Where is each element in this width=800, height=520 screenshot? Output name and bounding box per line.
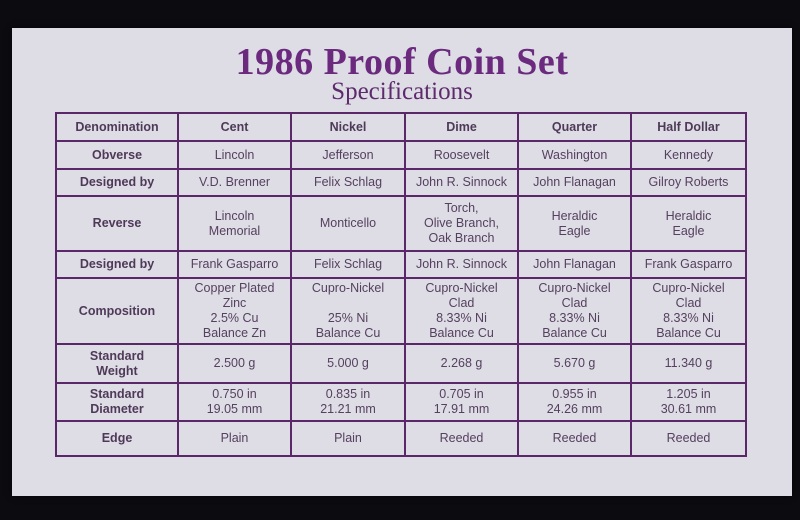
- row-label: Standard Diameter: [55, 382, 179, 422]
- table-cell: Jefferson: [290, 140, 406, 170]
- table-cell: 1.205 in 30.61 mm: [630, 382, 747, 422]
- table-cell: 0.955 in 24.26 mm: [517, 382, 632, 422]
- table-cell: 0.750 in 19.05 mm: [177, 382, 292, 422]
- column-header: Half Dollar: [630, 112, 747, 142]
- row-label: Designed by: [55, 250, 179, 279]
- table-cell: Cupro-Nickel Clad 8.33% Ni Balance Cu: [404, 277, 519, 345]
- table-cell: Frank Gasparro: [177, 250, 292, 279]
- table-cell: Torch, Olive Branch, Oak Branch: [404, 195, 519, 252]
- table-cell: Plain: [290, 420, 406, 457]
- table-cell: John R. Sinnock: [404, 250, 519, 279]
- table-row: Designed by Frank Gasparro Felix Schlag Joh…: [55, 250, 747, 279]
- table-cell: 5.000 g: [290, 343, 406, 384]
- table-cell: Copper Plated Zinc 2.5% Cu Balance Zn: [177, 277, 292, 345]
- table-cell: Plain: [177, 420, 292, 457]
- row-label: Standard Weight: [55, 343, 179, 384]
- table-cell: Lincoln Memorial: [177, 195, 292, 252]
- table-row: Composition Copper Plated Zinc 2.5% Cu Ba…: [55, 277, 747, 345]
- table-cell: Washington: [517, 140, 632, 170]
- table-cell: Frank Gasparro: [630, 250, 747, 279]
- table-cell: John Flanagan: [517, 168, 632, 197]
- row-label: Reverse: [55, 195, 179, 252]
- table-row: Standard Diameter 0.750 in 19.05 mm 0.835 …: [55, 382, 747, 422]
- table-cell: 2.268 g: [404, 343, 519, 384]
- table-cell: 2.500 g: [177, 343, 292, 384]
- header-row: Denomination Cent Nickel Dime Quarter Half Do…: [55, 112, 747, 142]
- table-cell: John Flanagan: [517, 250, 632, 279]
- table-row: Edge Plain Plain Reeded Reeded Reeded: [55, 420, 747, 457]
- table-row: Obverse Lincoln Jefferson Roosevelt Washingt…: [55, 140, 747, 170]
- table-cell: Reeded: [630, 420, 747, 457]
- specifications-table: Denomination Cent Nickel Dime Quarter Half Do…: [55, 112, 747, 457]
- table-cell: Felix Schlag: [290, 250, 406, 279]
- page-title: 1986 Proof Coin Set: [235, 41, 569, 83]
- row-label: Composition: [55, 277, 179, 345]
- table-cell: Roosevelt: [404, 140, 519, 170]
- table-row: Reverse Lincoln Memorial Monticello Torch, …: [55, 195, 747, 252]
- page-subtitle: Specifications: [331, 78, 473, 105]
- table-cell: Cupro-Nickel Clad 8.33% Ni Balance Cu: [630, 277, 747, 345]
- table-cell: Felix Schlag: [290, 168, 406, 197]
- row-label: Edge: [55, 420, 179, 457]
- table-cell: V.D. Brenner: [177, 168, 292, 197]
- table-cell: 11.340 g: [630, 343, 747, 384]
- column-header: Cent: [177, 112, 292, 142]
- table-cell: Reeded: [404, 420, 519, 457]
- table-cell: John R. Sinnock: [404, 168, 519, 197]
- row-label: Obverse: [55, 140, 179, 170]
- table-cell: Gilroy Roberts: [630, 168, 747, 197]
- table-cell: Cupro-Nickel 25% Ni Balance Cu: [290, 277, 406, 345]
- column-header: Denomination: [55, 112, 179, 142]
- table-cell: 0.835 in 21.21 mm: [290, 382, 406, 422]
- table-row: Designed by V.D. Brenner Felix Schlag John …: [55, 168, 747, 197]
- table-cell: Monticello: [290, 195, 406, 252]
- table-cell: Reeded: [517, 420, 632, 457]
- spec-card: 1986 Proof Coin Set Specifications Denom…: [12, 28, 792, 496]
- table-cell: 5.670 g: [517, 343, 632, 384]
- table-row: Standard Weight 2.500 g 5.000 g 2.268 g 5.67…: [55, 343, 747, 384]
- table-cell: 0.705 in 17.91 mm: [404, 382, 519, 422]
- table-cell: Heraldic Eagle: [517, 195, 632, 252]
- row-label: Designed by: [55, 168, 179, 197]
- table-cell: Kennedy: [630, 140, 747, 170]
- table-cell: Lincoln: [177, 140, 292, 170]
- column-header: Dime: [404, 112, 519, 142]
- column-header: Nickel: [290, 112, 406, 142]
- table-cell: Cupro-Nickel Clad 8.33% Ni Balance Cu: [517, 277, 632, 345]
- column-header: Quarter: [517, 112, 632, 142]
- table-cell: Heraldic Eagle: [630, 195, 747, 252]
